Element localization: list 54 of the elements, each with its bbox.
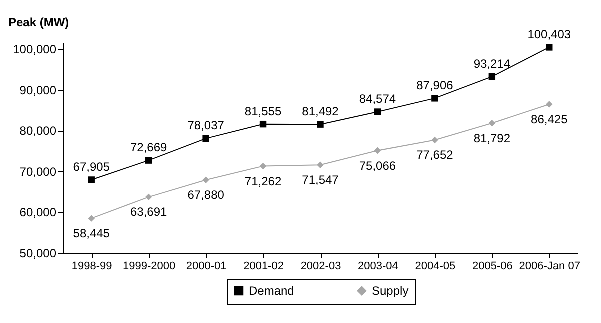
point — [432, 95, 438, 102]
data-label: 71,547 — [302, 173, 340, 188]
data-label: 72,669 — [130, 140, 168, 155]
y-tick-label: 70,000 — [20, 164, 57, 179]
point — [260, 120, 267, 128]
x-tick-label: 1998-99 — [72, 260, 112, 272]
point — [88, 215, 95, 222]
data-label: 78,037 — [188, 118, 225, 133]
data-label: 63,691 — [130, 205, 168, 220]
y-tick-label: 60,000 — [20, 206, 57, 220]
x-tick-label: 2005-06 — [472, 260, 513, 272]
y-tick-label: 90,000 — [20, 83, 57, 98]
x-tick-label: 2006-Jan 07 — [519, 260, 580, 272]
data-label: 93,214 — [474, 56, 511, 71]
y-axis-title: Peak (MW) — [8, 16, 70, 30]
y-tick-label: 80,000 — [20, 124, 57, 138]
legend-label: Demand — [249, 284, 294, 298]
x-tick-label: 1999-2000 — [123, 260, 176, 272]
data-label: 81,555 — [244, 104, 282, 118]
data-label: 84,574 — [359, 92, 396, 106]
data-label: 86,425 — [531, 112, 568, 126]
data-label: 71,262 — [244, 174, 282, 188]
point — [546, 44, 553, 51]
point — [317, 121, 324, 128]
point — [317, 162, 324, 168]
point — [202, 135, 210, 142]
legend-label: Supply — [372, 284, 409, 298]
point — [546, 101, 553, 108]
x-tick-label: 2002-03 — [300, 260, 342, 272]
x-tick-label: 2001-02 — [244, 260, 284, 272]
point — [145, 194, 152, 201]
data-label: 87,906 — [416, 78, 454, 92]
y-tick-label: 50,000 — [20, 246, 57, 260]
point — [374, 147, 382, 154]
x-tick-label: 2003-04 — [358, 260, 398, 272]
data-label: 75,066 — [359, 158, 396, 173]
data-label: 67,905 — [73, 160, 110, 174]
data-label: 67,880 — [188, 188, 225, 202]
data-label: 81,792 — [474, 131, 511, 146]
point — [432, 136, 438, 144]
data-label: 81,492 — [302, 104, 340, 119]
point — [488, 73, 496, 80]
point — [88, 176, 95, 184]
x-tick-label: 2004-05 — [415, 260, 456, 272]
data-label: 77,652 — [416, 148, 454, 162]
point — [260, 162, 267, 170]
data-label: 100,403 — [528, 27, 572, 42]
point — [145, 157, 152, 164]
y-tick-label: 100,000 — [13, 42, 57, 57]
point — [202, 176, 210, 184]
x-tick-label: 2000-01 — [186, 260, 227, 272]
point — [374, 108, 382, 116]
point — [488, 120, 496, 127]
data-label: 58,445 — [73, 226, 110, 241]
